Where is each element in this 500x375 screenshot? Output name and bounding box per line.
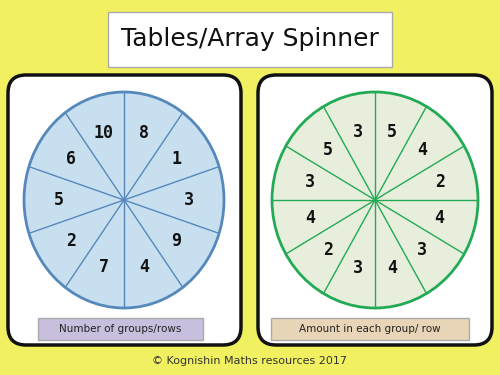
Text: 4: 4 — [139, 258, 149, 276]
Ellipse shape — [272, 92, 478, 308]
Text: 1: 1 — [172, 150, 181, 168]
Text: 3: 3 — [306, 173, 316, 191]
Text: 4: 4 — [434, 209, 444, 227]
Text: © Kognishin Maths resources 2017: © Kognishin Maths resources 2017 — [152, 356, 348, 366]
Text: 10: 10 — [94, 124, 114, 142]
Text: 3: 3 — [352, 259, 362, 277]
Text: 4: 4 — [388, 259, 398, 277]
Ellipse shape — [24, 92, 224, 308]
Text: 2: 2 — [434, 173, 444, 191]
Text: Amount in each group/ row: Amount in each group/ row — [299, 324, 441, 334]
FancyBboxPatch shape — [258, 75, 492, 345]
Text: 5: 5 — [388, 123, 398, 141]
FancyBboxPatch shape — [8, 75, 241, 345]
Text: 4: 4 — [306, 209, 316, 227]
Text: 9: 9 — [172, 232, 181, 250]
Text: 4: 4 — [418, 141, 428, 159]
Text: 5: 5 — [322, 141, 332, 159]
Text: Number of groups/rows: Number of groups/rows — [59, 324, 181, 334]
Text: 7: 7 — [99, 258, 109, 276]
Text: 5: 5 — [54, 191, 64, 209]
Text: 2: 2 — [66, 232, 76, 250]
Text: 3: 3 — [184, 191, 194, 209]
FancyBboxPatch shape — [108, 12, 392, 67]
Text: 3: 3 — [418, 241, 428, 259]
FancyBboxPatch shape — [38, 318, 203, 340]
Text: 6: 6 — [66, 150, 76, 168]
Text: Tables/Array Spinner: Tables/Array Spinner — [121, 27, 379, 51]
Text: 8: 8 — [139, 124, 149, 142]
Text: 2: 2 — [322, 241, 332, 259]
Text: 3: 3 — [352, 123, 362, 141]
FancyBboxPatch shape — [271, 318, 469, 340]
